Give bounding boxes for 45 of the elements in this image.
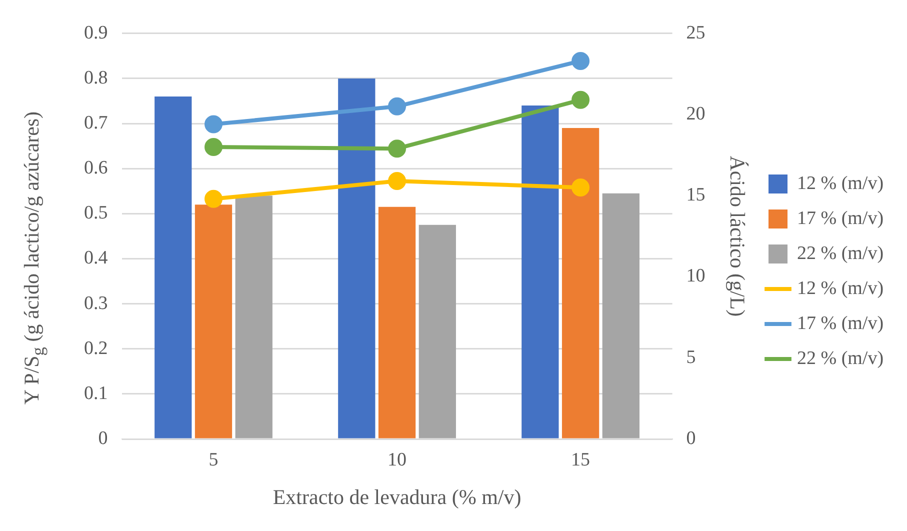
bar	[338, 78, 376, 438]
legend-label: 22 % (m/v)	[797, 348, 884, 369]
y-tick-label: 0.9	[84, 22, 108, 44]
y-tick-label: 0.6	[84, 158, 108, 179]
y-tick-label: 0.3	[84, 292, 108, 314]
point	[572, 90, 590, 109]
y2-tick-label: 5	[686, 346, 696, 368]
point	[572, 178, 590, 197]
point	[204, 138, 223, 156]
y-tick-label: 0.7	[84, 112, 108, 134]
point	[204, 115, 223, 134]
x-tick-label: 5	[208, 449, 218, 470]
bar	[562, 128, 600, 438]
y2-tick-label: 0	[686, 428, 696, 449]
x-tick-label: 10	[388, 449, 407, 470]
legend-label: 17 % (m/v)	[797, 208, 884, 229]
bar	[602, 193, 640, 438]
point	[204, 190, 223, 208]
point	[388, 97, 406, 116]
y-tick-label: 0.8	[84, 67, 108, 88]
bar	[154, 96, 192, 438]
y2-tick-label: 15	[686, 184, 706, 206]
y2-tick-label: 20	[686, 104, 706, 125]
y-tick-label: 0.2	[84, 338, 108, 359]
y-tick-label: 0.5	[84, 202, 108, 224]
bar	[235, 196, 272, 438]
y-tick-label: 0.1	[84, 382, 108, 404]
legend-label: 22 % (m/v)	[797, 242, 884, 264]
legend-label: 17 % (m/v)	[797, 312, 884, 334]
y2-tick-label: 25	[686, 22, 706, 44]
bar	[194, 204, 232, 438]
point	[572, 52, 590, 70]
x-axis-title: Extracto de levadura (% m/v)	[272, 484, 522, 509]
y2-axis-title: Ácido láctico (g/L)	[725, 156, 750, 317]
legend-label: 12 % (m/v)	[797, 278, 884, 299]
legend-label: 12 % (m/v)	[797, 172, 884, 194]
bar	[522, 106, 559, 438]
bar	[378, 206, 416, 438]
y-tick-label: 0	[98, 428, 108, 449]
point	[388, 172, 406, 190]
y2-tick-label: 10	[686, 266, 706, 287]
x-tick-label: 15	[571, 449, 590, 470]
point	[388, 140, 406, 158]
bar	[418, 224, 456, 438]
y-tick-label: 0.4	[84, 248, 108, 269]
